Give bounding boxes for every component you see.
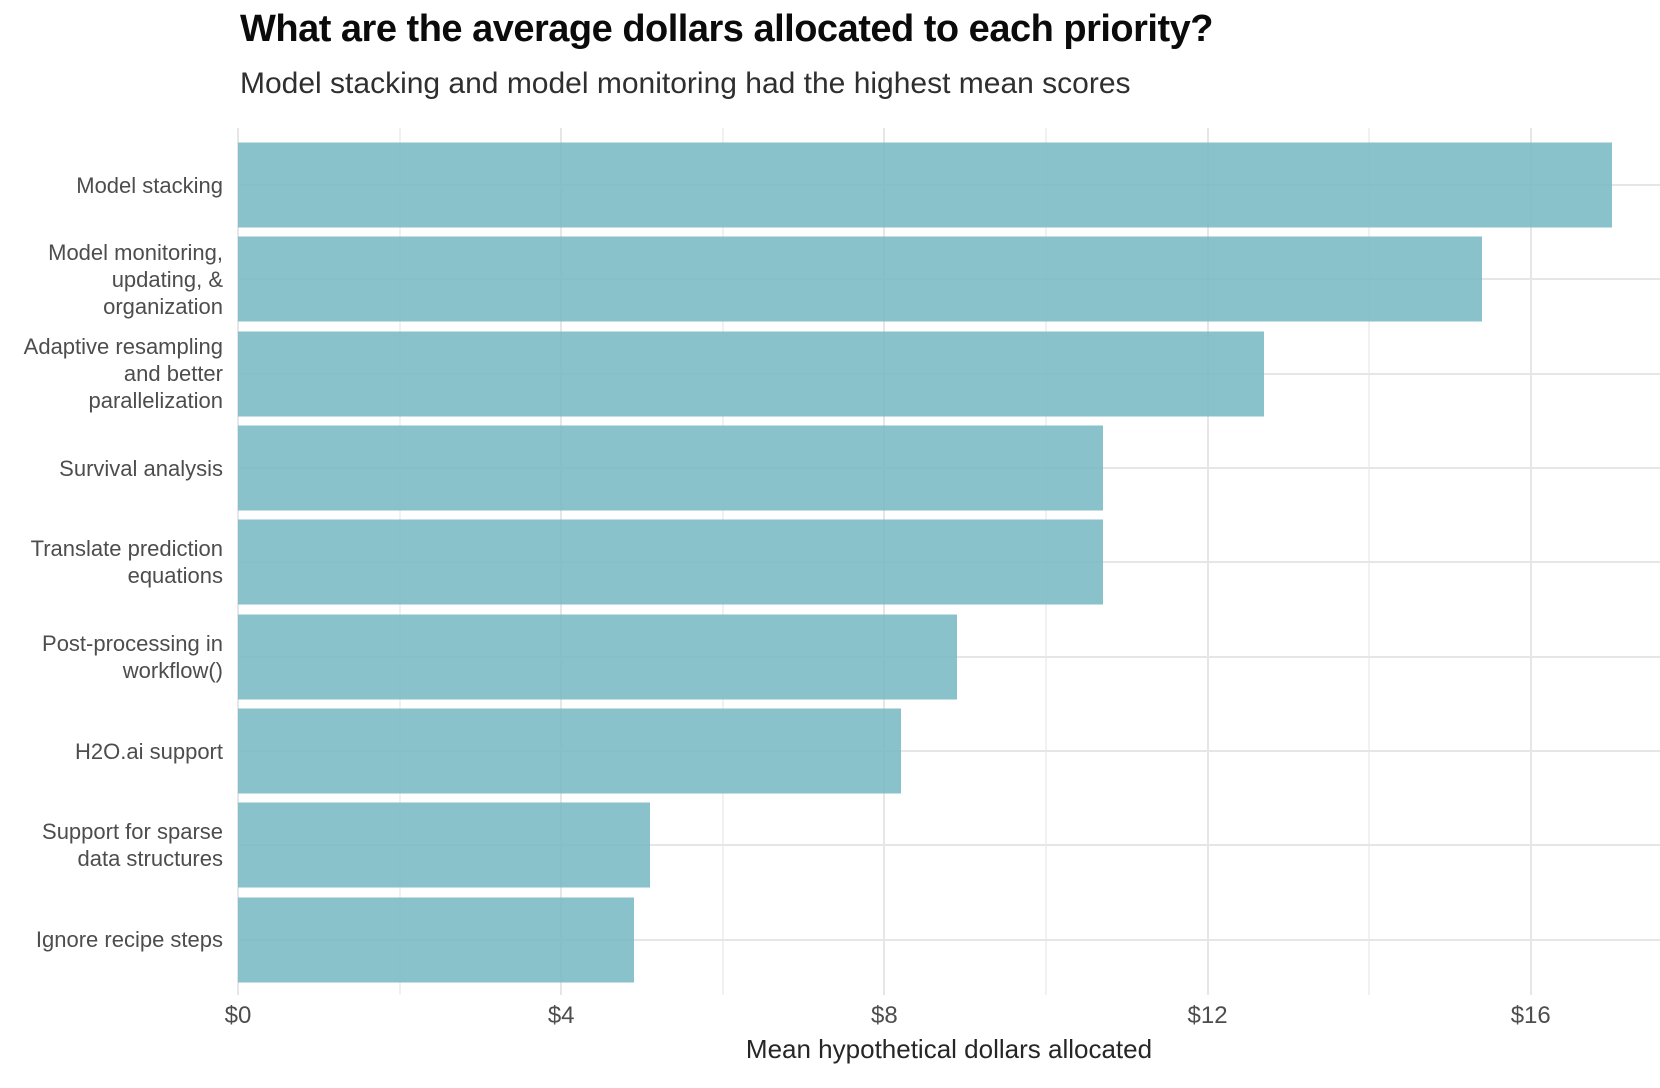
bar <box>238 142 1612 228</box>
bar <box>238 236 1483 322</box>
y-axis-label-line: data structures <box>77 846 223 872</box>
y-axis-label-line: Support for sparse <box>42 819 223 845</box>
y-axis-label-line: Translate prediction <box>30 536 223 562</box>
bar <box>238 331 1265 417</box>
bar <box>238 708 901 794</box>
y-axis-labels: Model stacking Model monitoring, updating,… <box>0 138 223 987</box>
bar <box>238 519 1103 605</box>
bar <box>238 425 1103 511</box>
x-tick-label: $16 <box>1510 1002 1551 1029</box>
category-band <box>238 704 1660 798</box>
y-axis-label-line: parallelization <box>88 388 223 414</box>
bar <box>238 614 958 700</box>
category-band <box>238 515 1660 609</box>
chart-subtitle: Model stacking and model monitoring had … <box>240 67 1131 100</box>
y-axis-label: Survival analysis <box>0 421 223 515</box>
category-band <box>238 232 1660 326</box>
category-gridline <box>238 938 1660 941</box>
category-gridline <box>238 844 1660 847</box>
x-axis-tick-labels: $0 $4 $8 $12 $16 <box>225 1002 1660 1032</box>
y-axis-label: Ignore recipe steps <box>0 893 223 987</box>
y-axis-label: Adaptive resampling and better paralleliza… <box>0 327 223 421</box>
y-axis-label-line: Model stacking <box>76 172 223 198</box>
chart-title: What are the average dollars allocated t… <box>240 8 1213 50</box>
y-axis-label: Model monitoring, updating, & organization <box>0 232 223 326</box>
y-axis-label-line: Ignore recipe steps <box>35 927 223 953</box>
x-tick-label: $8 <box>871 1002 898 1029</box>
bars-area <box>238 138 1660 987</box>
y-axis-label: H2O.ai support <box>0 704 223 798</box>
x-tick-label: $12 <box>1187 1002 1228 1029</box>
y-axis-label: Model stacking <box>0 138 223 232</box>
x-tick-label: $0 <box>224 1002 252 1029</box>
category-band <box>238 798 1660 892</box>
y-axis-label-line: equations <box>127 563 223 589</box>
y-axis-label-line: workflow() <box>122 657 223 683</box>
category-band <box>238 421 1660 515</box>
y-axis-label-line: updating, & <box>111 266 223 292</box>
bar <box>238 802 651 888</box>
plot-panel <box>237 128 1660 995</box>
category-gridline <box>238 750 1660 753</box>
y-axis-label: Post-processing in workflow() <box>0 610 223 704</box>
category-band <box>238 610 1660 704</box>
y-axis-label-line: Survival analysis <box>59 455 223 481</box>
x-axis-title: Mean hypothetical dollars allocated <box>745 1034 1153 1064</box>
y-axis-label: Support for sparse data structures <box>0 798 223 892</box>
y-axis-label-line: and better <box>123 361 223 387</box>
x-tick-label: $4 <box>547 1002 575 1029</box>
category-band <box>238 893 1660 987</box>
y-axis-label: Translate prediction equations <box>0 515 223 609</box>
bar <box>238 897 634 983</box>
category-band <box>238 327 1660 421</box>
y-axis-label-line: Model monitoring, <box>48 239 223 265</box>
category-band <box>238 138 1660 232</box>
y-axis-label-line: Adaptive resampling <box>23 334 223 360</box>
y-axis-label-line: H2O.ai support <box>75 738 223 764</box>
y-axis-label-line: organization <box>103 293 223 319</box>
y-axis-label-line: Post-processing in <box>42 630 223 656</box>
